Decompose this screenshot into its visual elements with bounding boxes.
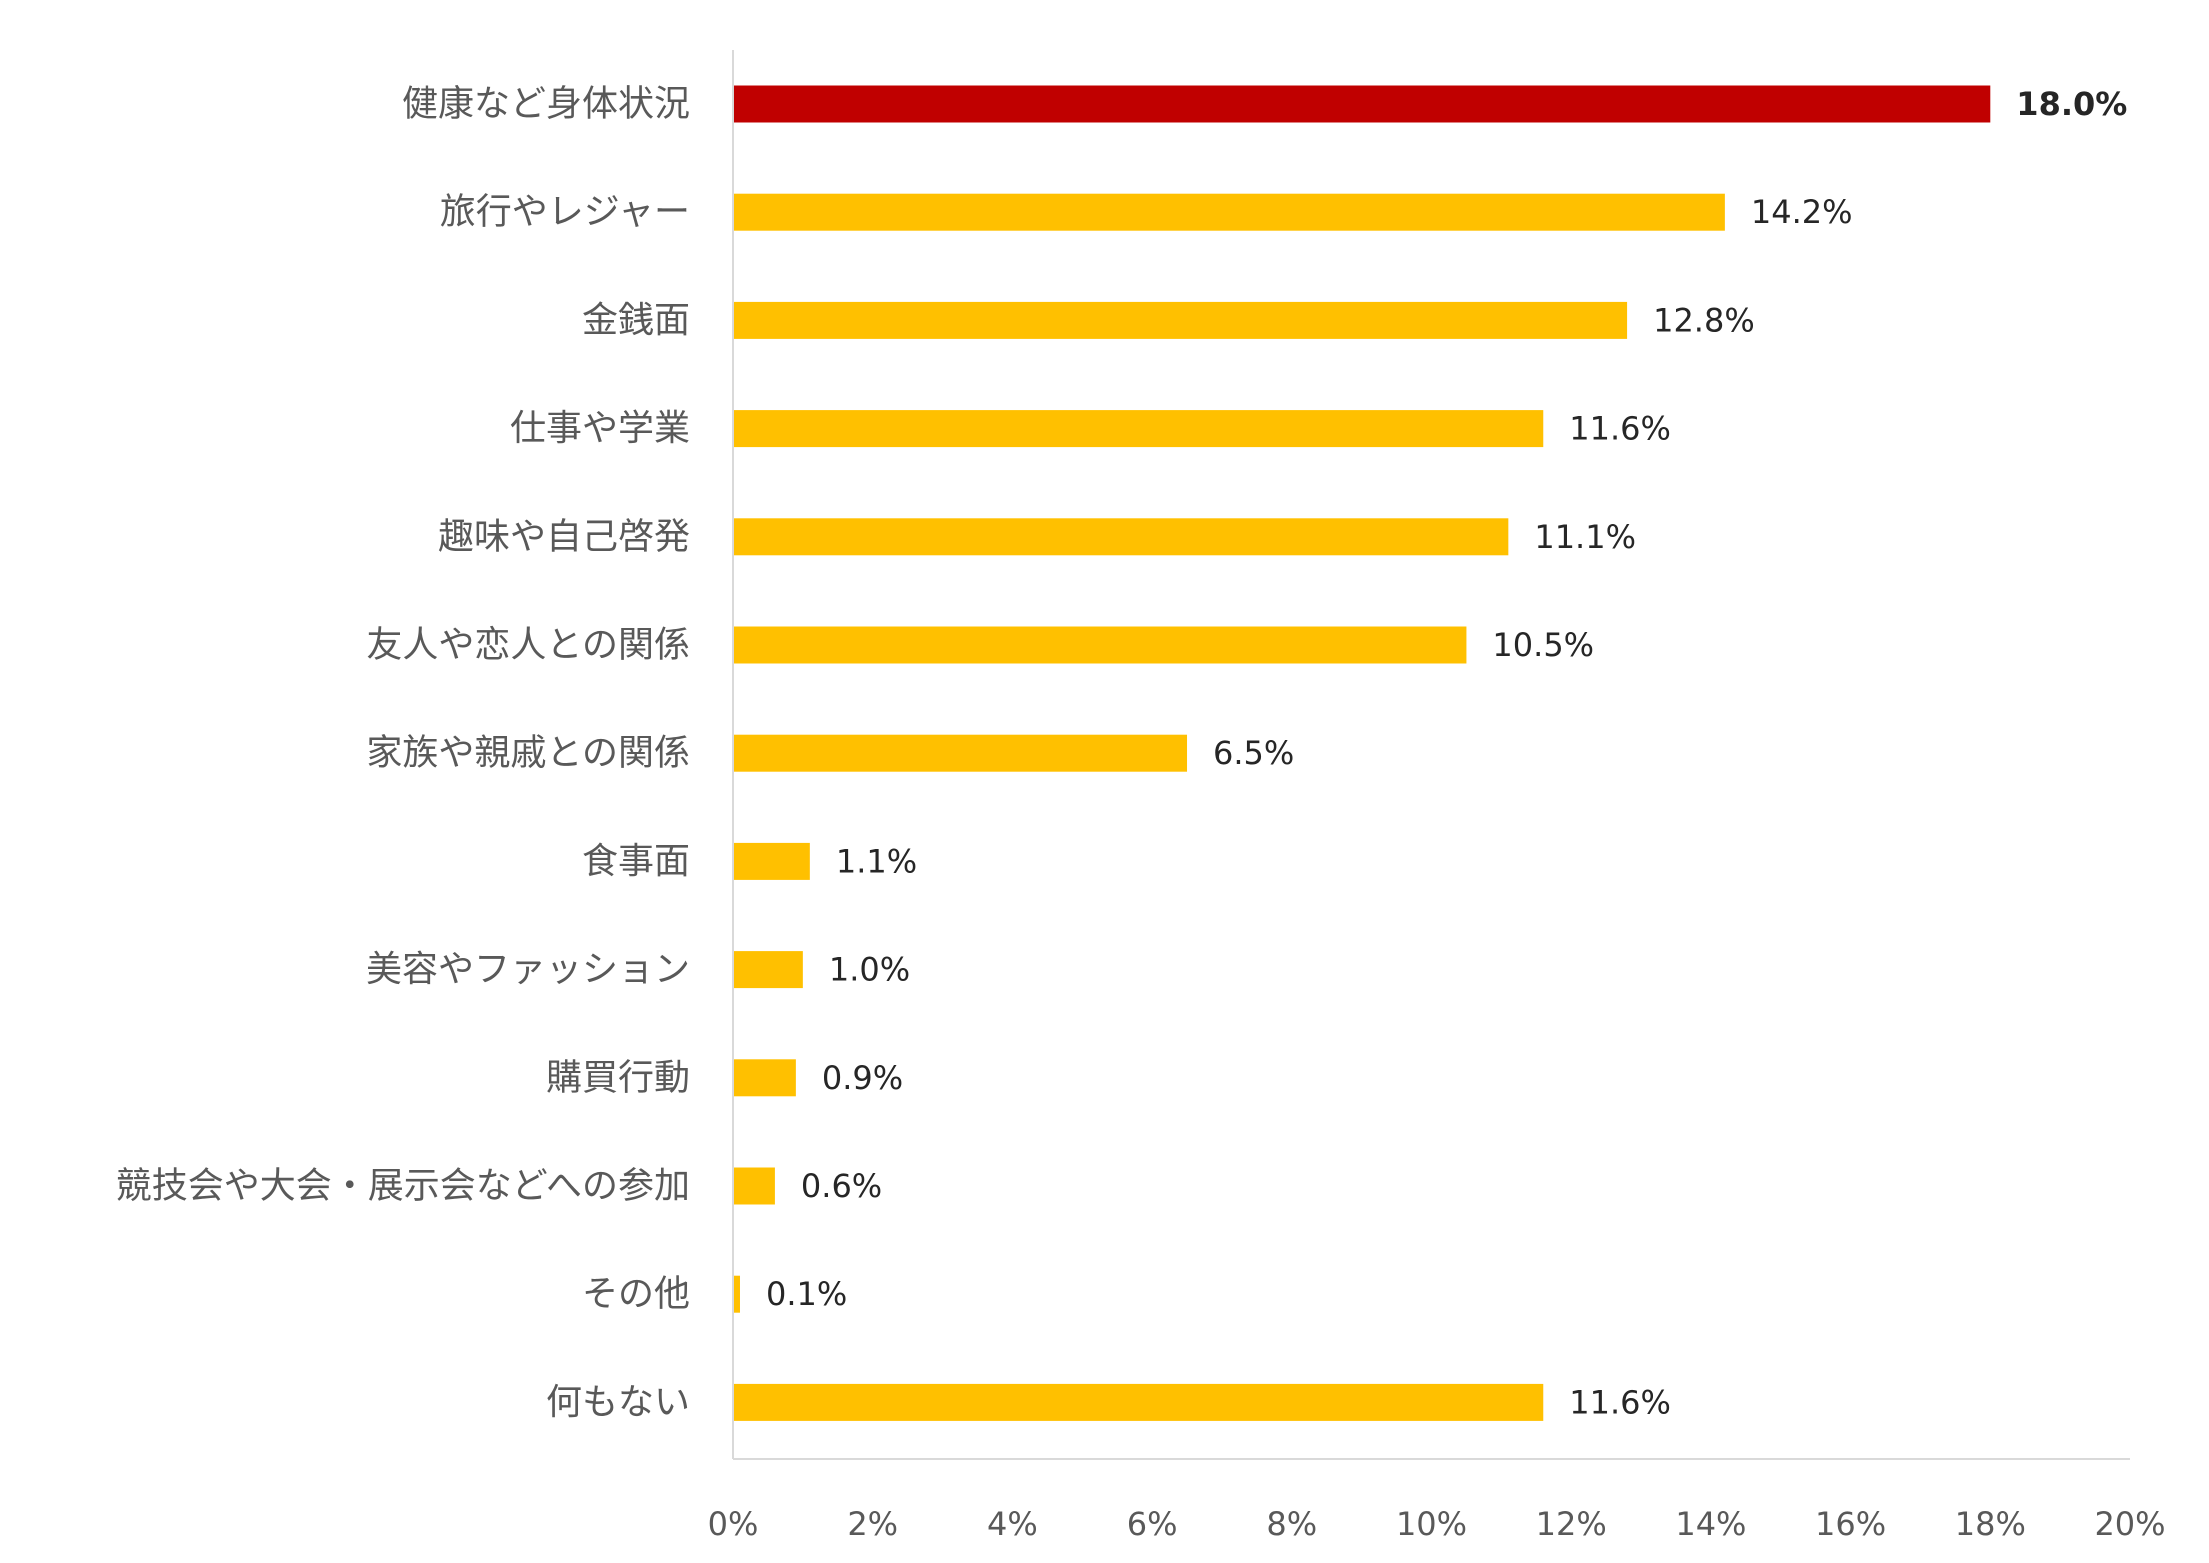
x-tick-label: 16% — [1815, 1505, 1886, 1543]
x-tick-label: 8% — [1266, 1505, 1317, 1543]
bar — [733, 842, 810, 880]
bar — [733, 1275, 740, 1313]
bar — [733, 1167, 775, 1205]
x-tick-label: 0% — [708, 1505, 759, 1543]
category-label: 購買行動 — [546, 1057, 690, 1098]
category-label: 競技会や大会・展示会などへの参加 — [116, 1166, 690, 1207]
x-tick-label: 6% — [1127, 1505, 1178, 1543]
category-label: 食事面 — [582, 841, 690, 882]
category-label: 仕事や学業 — [510, 408, 690, 449]
category-label: 何もない — [546, 1382, 690, 1423]
x-tick-label: 14% — [1675, 1505, 1746, 1543]
bar — [733, 951, 803, 989]
category-label: 旅行やレジャー — [440, 192, 690, 233]
data-label: 10.5% — [1492, 626, 1594, 664]
data-label: 0.9% — [822, 1059, 903, 1097]
data-label: 18.0% — [2016, 85, 2127, 123]
x-tick-label: 4% — [987, 1505, 1038, 1543]
bar — [733, 734, 1188, 772]
x-tick-label: 12% — [1536, 1505, 1607, 1543]
data-label: 0.6% — [801, 1167, 882, 1205]
data-label: 11.1% — [1534, 518, 1636, 556]
category-label: 家族や親戚との関係 — [366, 733, 690, 774]
bar — [733, 301, 1628, 339]
category-label: 美容やファッション — [366, 949, 690, 990]
x-tick-label: 20% — [2094, 1505, 2165, 1543]
bar — [733, 193, 1725, 231]
data-label: 12.8% — [1653, 301, 1755, 339]
category-label: 健康など身体状況 — [402, 84, 690, 125]
value-labels: 18.0% 14.2% 12.8% 11.6% 11.1% 10.5% 6.5% 1.1% 1.… — [766, 85, 2127, 1421]
data-label: 6.5% — [1213, 734, 1294, 772]
x-tick-labels: 0% 2% 4% 6% 8% 10% 12% 14% 16% 18% 20% — [708, 1505, 2166, 1543]
category-label: 金銭面 — [582, 300, 690, 341]
bar — [733, 626, 1467, 664]
data-label: 14.2% — [1751, 193, 1853, 231]
x-tick-label: 2% — [847, 1505, 898, 1543]
category-label: その他 — [582, 1274, 690, 1315]
x-tick-label: 18% — [1955, 1505, 2026, 1543]
axis-layer — [732, 50, 2130, 1460]
data-label: 1.1% — [836, 842, 917, 880]
bar — [733, 410, 1544, 448]
x-tick-label: 10% — [1396, 1505, 1467, 1543]
category-labels: 健康など身体状況旅行やレジャー金銭面仕事や学業趣味や自己啓発友人や恋人との関係家… — [116, 84, 690, 1423]
category-label: 友人や恋人との関係 — [366, 625, 690, 666]
data-label: 11.6% — [1569, 1383, 1671, 1421]
data-label: 11.6% — [1569, 410, 1671, 448]
bar — [733, 518, 1509, 556]
data-label: 1.0% — [829, 951, 910, 989]
bars-layer — [733, 85, 1991, 1421]
bar — [733, 85, 1991, 123]
category-label: 趣味や自己啓発 — [438, 516, 690, 557]
data-label: 0.1% — [766, 1275, 847, 1313]
bar — [733, 1059, 796, 1097]
bar — [733, 1383, 1544, 1421]
